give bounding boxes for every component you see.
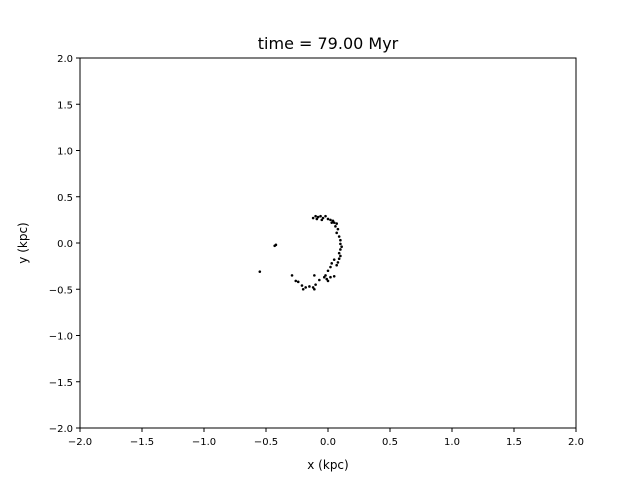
data-point <box>324 274 327 277</box>
data-point <box>332 221 336 224</box>
data-point <box>304 286 307 289</box>
y-tick-label: −0.5 <box>49 285 73 296</box>
data-point <box>332 258 336 261</box>
x-tick-label: 2.0 <box>568 437 584 448</box>
data-point <box>332 275 336 278</box>
data-point <box>339 242 342 246</box>
data-point <box>330 221 334 224</box>
y-tick-label: 0.5 <box>57 193 73 204</box>
plot-frame <box>79 57 577 429</box>
x-axis-label: x (kpc) <box>307 458 348 472</box>
data-point <box>320 218 324 222</box>
data-point <box>329 218 332 222</box>
data-point <box>321 216 325 220</box>
data-point <box>331 219 335 223</box>
data-point <box>258 270 262 273</box>
data-point <box>329 275 332 279</box>
data-point <box>326 279 330 283</box>
x-tick-label: 1.5 <box>506 437 522 448</box>
x-tick-label: 0.5 <box>382 437 398 448</box>
data-point <box>340 245 343 248</box>
data-point <box>339 254 342 258</box>
x-tick-label: −2.0 <box>68 437 92 448</box>
data-point <box>335 263 338 267</box>
data-point <box>314 214 317 218</box>
x-tick-label: −1.0 <box>192 437 216 448</box>
y-tick-label: 0.0 <box>57 239 73 250</box>
data-point <box>326 217 330 221</box>
data-point <box>336 227 340 231</box>
x-tick-label: −0.5 <box>254 437 278 448</box>
y-tick-label: −2.0 <box>49 424 73 435</box>
data-point <box>330 262 334 265</box>
x-tick-label: −1.5 <box>130 437 154 448</box>
data-point <box>318 278 321 282</box>
data-point <box>337 257 341 261</box>
data-point <box>326 269 330 273</box>
data-point <box>324 214 327 218</box>
data-point <box>308 285 311 288</box>
y-tick-label: −1.5 <box>49 378 73 389</box>
data-point <box>337 251 341 255</box>
data-point <box>319 214 322 218</box>
data-point <box>313 287 316 291</box>
y-tick-label: 1.0 <box>57 147 73 158</box>
y-tick-label: 2.0 <box>57 54 73 65</box>
data-point <box>296 280 300 284</box>
data-point <box>336 261 340 264</box>
chart-title: time = 79.00 Myr <box>258 34 399 53</box>
y-axis-label: y (kpc) <box>16 222 30 263</box>
data-point <box>290 274 294 277</box>
data-point <box>334 225 337 228</box>
data-points <box>258 214 343 291</box>
data-point <box>311 216 315 220</box>
data-point <box>339 248 342 251</box>
data-point <box>313 274 316 277</box>
x-tick-label: 0.0 <box>320 437 336 448</box>
y-tick-label: −1.0 <box>49 332 73 343</box>
data-point <box>315 217 319 221</box>
x-tick-label: 1.0 <box>444 437 460 448</box>
data-point <box>337 235 341 238</box>
data-point <box>325 277 329 281</box>
data-point <box>335 222 338 225</box>
x-axis: −2.0 −1.5 −1.0 −0.5 0.0 0.5 1.0 1.5 2.0 <box>68 428 584 448</box>
data-point <box>314 283 317 286</box>
data-point <box>300 284 304 287</box>
data-point <box>273 244 276 248</box>
y-tick-label: 1.5 <box>57 100 73 111</box>
data-point <box>329 265 332 269</box>
y-axis: 2.0 1.5 1.0 0.5 0.0 −0.5 −1.0 −1.5 −2.0 <box>49 54 80 435</box>
data-point <box>339 238 342 242</box>
data-point <box>311 286 315 289</box>
data-point <box>316 215 320 219</box>
data-point <box>322 275 326 279</box>
data-point <box>301 287 305 291</box>
data-point <box>335 231 338 235</box>
data-point <box>294 279 298 283</box>
